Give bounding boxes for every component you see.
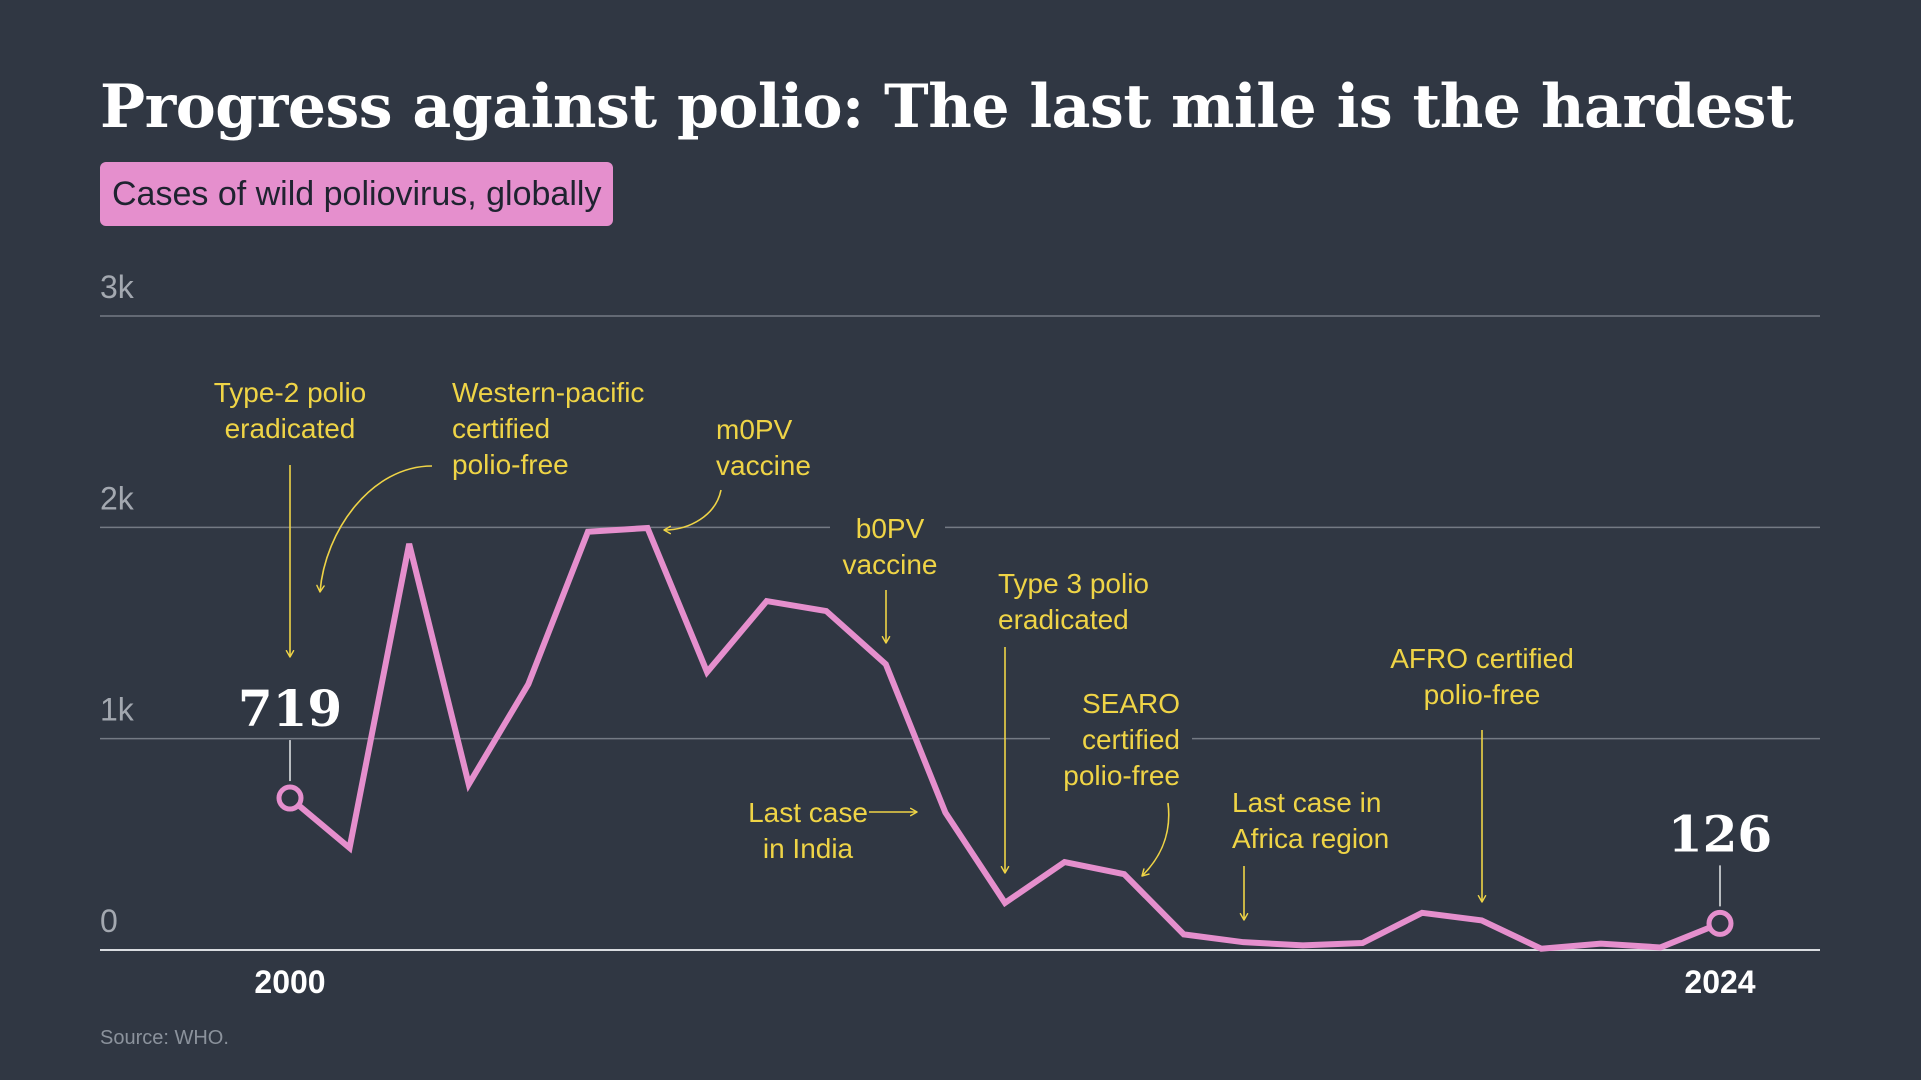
data-point bbox=[585, 529, 591, 535]
annotation-line: Africa region bbox=[1232, 823, 1389, 854]
annotation-line: Type 3 polio bbox=[998, 568, 1149, 599]
annotation-line: vaccine bbox=[843, 549, 938, 580]
annotation-arrow bbox=[1141, 802, 1170, 877]
series-line bbox=[287, 524, 1723, 952]
annotation-text: Last case in India bbox=[748, 797, 868, 864]
y-tick-label: 3k bbox=[100, 269, 135, 305]
data-point bbox=[1598, 941, 1604, 947]
data-point bbox=[1479, 917, 1485, 923]
data-point bbox=[466, 781, 472, 787]
annotation-line: certified bbox=[1082, 724, 1180, 755]
annotation-line: polio-free bbox=[1063, 760, 1180, 791]
annotation-line: Western-pacific bbox=[452, 377, 644, 408]
data-point bbox=[1419, 910, 1425, 916]
x-tick-label: 2024 bbox=[1684, 964, 1755, 1000]
y-tick-label: 0 bbox=[100, 903, 118, 939]
annotation-line: Last case bbox=[748, 797, 868, 828]
data-point bbox=[347, 845, 353, 851]
data-label: 126 bbox=[1668, 804, 1772, 863]
annotation-text: m0PV vaccine bbox=[716, 414, 811, 481]
data-point bbox=[1657, 944, 1663, 950]
annotation-arrow bbox=[663, 489, 722, 535]
data-point bbox=[1121, 871, 1127, 877]
label-knockout bbox=[1050, 705, 1192, 780]
data-point bbox=[1002, 900, 1008, 906]
annotation-line: AFRO certified bbox=[1390, 643, 1574, 674]
chart-subtitle: Cases of wild poliovirus, globally bbox=[100, 162, 614, 226]
data-point bbox=[1062, 859, 1068, 865]
annotation-text: AFRO certified polio-free bbox=[1390, 643, 1574, 710]
annotation-line: m0PV bbox=[716, 414, 793, 445]
data-point bbox=[406, 541, 412, 547]
annotation-line: in India bbox=[763, 833, 854, 864]
source-note: Source: WHO. bbox=[100, 1027, 229, 1049]
data-point bbox=[645, 525, 651, 531]
chart-title: Progress against polio: The last mile is… bbox=[100, 72, 1794, 142]
annotation-line: eradicated bbox=[225, 413, 356, 444]
annotation-text: Type-2 polio eradicated bbox=[214, 377, 367, 444]
annotation-text: Last case in Africa region bbox=[1232, 787, 1389, 854]
annotation-arrow bbox=[316, 465, 433, 593]
data-point bbox=[525, 681, 531, 687]
annotation-line: vaccine bbox=[716, 450, 811, 481]
annotation-text: b0PV vaccine bbox=[843, 513, 938, 580]
annotation-line: b0PV bbox=[856, 513, 925, 544]
endpoint-marker bbox=[276, 784, 304, 812]
annotation-text: Type 3 polio eradicated bbox=[998, 568, 1149, 635]
annotation-line: certified bbox=[452, 413, 550, 444]
annotation-line: polio-free bbox=[1424, 679, 1541, 710]
label-knockout bbox=[830, 515, 945, 575]
x-tick-label: 2000 bbox=[254, 964, 325, 1000]
data-point bbox=[1360, 940, 1366, 946]
endpoint-marker bbox=[1706, 909, 1734, 937]
data-point bbox=[1300, 942, 1306, 948]
annotation-text: SEARO certified polio-free bbox=[1063, 688, 1180, 791]
data-point bbox=[1240, 939, 1246, 945]
data-point bbox=[704, 669, 710, 675]
annotation-line: eradicated bbox=[998, 604, 1129, 635]
data-point bbox=[823, 608, 829, 614]
annotation-line: polio-free bbox=[452, 449, 569, 480]
annotation-text: Western-pacific certified polio-free bbox=[452, 377, 644, 480]
y-tick-label: 2k bbox=[100, 480, 135, 516]
annotation-line: Last case in bbox=[1232, 787, 1381, 818]
data-point bbox=[1538, 946, 1544, 952]
annotation-line: SEARO bbox=[1082, 688, 1180, 719]
y-tick-label: 1k bbox=[100, 692, 135, 728]
data-point bbox=[942, 810, 948, 816]
data-point bbox=[883, 661, 889, 667]
data-point bbox=[764, 598, 770, 604]
data-point bbox=[1181, 931, 1187, 937]
annotation-line: Type-2 polio bbox=[214, 377, 367, 408]
data-label: 719 bbox=[238, 679, 342, 738]
